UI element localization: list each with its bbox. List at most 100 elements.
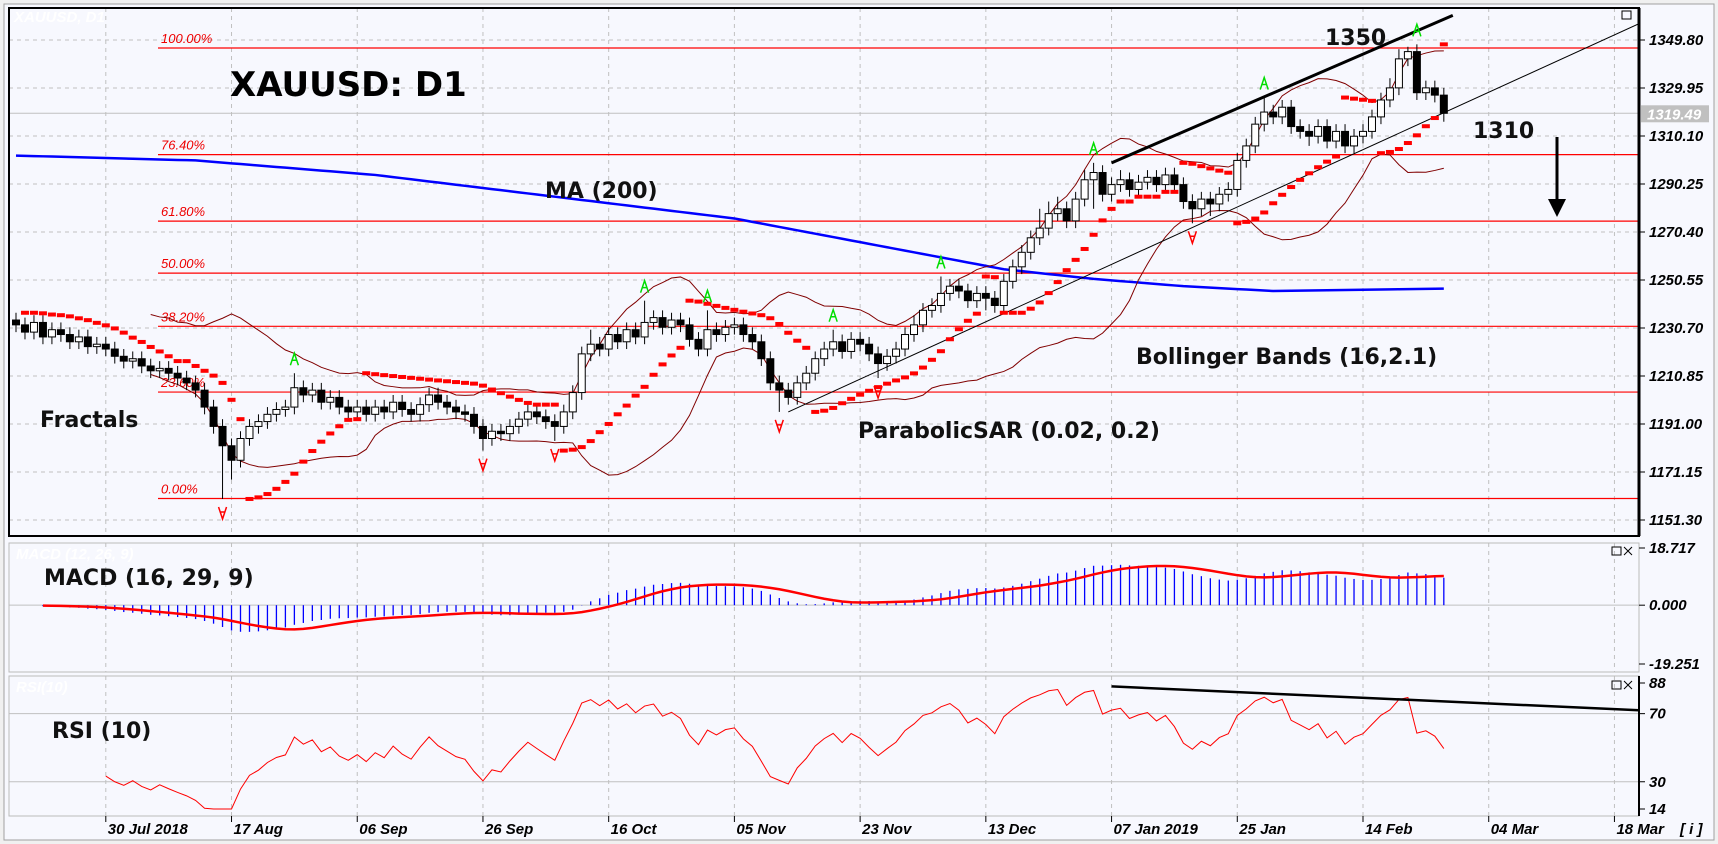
- parabolic-sar-dot: [38, 311, 47, 316]
- candle: [676, 312, 685, 333]
- candle-body: [434, 394, 443, 403]
- parabolic-sar-dot: [838, 401, 847, 406]
- maximize-icon[interactable]: [1621, 10, 1632, 20]
- candle: [74, 329, 83, 350]
- parabolic-sar-dot: [254, 495, 263, 500]
- candle: [972, 286, 981, 308]
- candle: [236, 431, 245, 468]
- close-icon[interactable]: [1623, 680, 1633, 690]
- candle-body: [883, 355, 892, 365]
- candle-body: [56, 329, 65, 336]
- parabolic-sar-dot: [1233, 221, 1242, 226]
- candle-body: [901, 334, 910, 350]
- parabolic-sar-dot: [1251, 216, 1260, 221]
- candle: [1323, 119, 1332, 149]
- parabolic-sar-dot: [802, 345, 811, 350]
- candle: [83, 329, 92, 354]
- candle-body: [918, 309, 927, 326]
- candle: [1394, 49, 1403, 96]
- candle: [191, 375, 200, 398]
- candle: [847, 332, 856, 359]
- candle-body: [703, 329, 712, 350]
- candle: [1350, 128, 1359, 154]
- down-arrow-icon: [1548, 137, 1566, 217]
- candle: [38, 315, 47, 345]
- fractal-up-icon: [289, 350, 300, 366]
- candle-body: [541, 416, 550, 423]
- parabolic-sar-dot: [119, 330, 128, 335]
- candle-body: [1206, 198, 1215, 205]
- fib-level-label: 50.00%: [161, 256, 205, 271]
- candle: [856, 332, 865, 352]
- maximize-icon[interactable]: [1611, 680, 1622, 690]
- candle-body: [613, 334, 622, 343]
- candle-body: [1367, 116, 1376, 132]
- candle: [1305, 124, 1314, 146]
- candle-body: [272, 408, 281, 415]
- candle-body: [209, 406, 218, 427]
- candle-body: [74, 336, 83, 343]
- parabolic-sar-dot: [137, 339, 146, 344]
- candle-body: [47, 329, 56, 338]
- candle-body: [523, 411, 532, 420]
- candle-body: [1224, 188, 1233, 195]
- parabolic-sar-dot: [820, 408, 829, 413]
- candle-body: [478, 425, 487, 440]
- parabolic-sar-dot: [577, 445, 586, 450]
- candle: [1385, 78, 1394, 108]
- fractals-label: Fractals: [40, 408, 138, 433]
- parabolic-sar-dot: [1305, 171, 1314, 176]
- info-button[interactable]: [ i ]: [1679, 821, 1703, 838]
- parabolic-sar-dot: [1188, 161, 1197, 166]
- candle: [92, 336, 101, 354]
- parabolic-sar-dot: [1134, 194, 1143, 199]
- parabolic-sar-dot: [434, 378, 443, 383]
- candle-body: [1188, 201, 1197, 210]
- parabolic-sar-dot: [712, 303, 721, 308]
- candle: [640, 300, 649, 345]
- candle-body: [1143, 176, 1152, 183]
- close-icon[interactable]: [1623, 546, 1633, 556]
- candle-body: [1242, 145, 1251, 161]
- parabolic-sar-dot: [523, 400, 532, 405]
- candle: [478, 419, 487, 451]
- parabolic-sar-dot: [1071, 257, 1080, 262]
- parabolic-sar-dot: [568, 447, 577, 452]
- macd-signal-line: [42, 564, 1444, 631]
- parabolic-sar-dot: [398, 374, 407, 379]
- macd-panel: [9, 564, 1639, 632]
- parabolic-sar-dot: [892, 378, 901, 383]
- candle: [1287, 99, 1296, 134]
- fractal-up-icon: [702, 287, 713, 303]
- candle-body: [649, 317, 658, 323]
- parabolic-sar-dot: [461, 380, 469, 385]
- candle: [1089, 162, 1098, 209]
- candle-body: [658, 317, 667, 328]
- parabolic-sar-dot: [263, 492, 272, 497]
- candle-body: [146, 365, 155, 372]
- maximize-icon[interactable]: [1611, 546, 1622, 556]
- parabolic-sar-dot: [972, 311, 981, 316]
- parabolic-sar-dot: [1179, 160, 1188, 165]
- candle: [1044, 201, 1053, 236]
- price-tick-label: 1191.00: [1649, 416, 1703, 433]
- price-tick-label: 1349.80: [1649, 32, 1704, 49]
- candle-body: [263, 413, 272, 423]
- macd-tick-label: -19.251: [1649, 656, 1700, 673]
- candle-body: [622, 329, 631, 343]
- candle: [730, 317, 739, 335]
- parabolic-sar-dot: [963, 318, 972, 323]
- candle: [721, 320, 730, 342]
- candle: [622, 322, 631, 350]
- parabolic-sar-dot: [981, 274, 990, 279]
- parabolic-sar-dot: [1323, 159, 1332, 164]
- fractal-down-icon: [478, 458, 488, 473]
- candle: [784, 382, 793, 405]
- parabolic-sar-dot: [1215, 168, 1224, 173]
- candle-body: [1323, 126, 1332, 142]
- parabolic-sar-dot: [1260, 210, 1269, 215]
- fractal-up-icon: [1088, 140, 1099, 156]
- candle: [667, 312, 676, 335]
- candle-body: [1179, 184, 1188, 203]
- candle-body: [92, 343, 101, 348]
